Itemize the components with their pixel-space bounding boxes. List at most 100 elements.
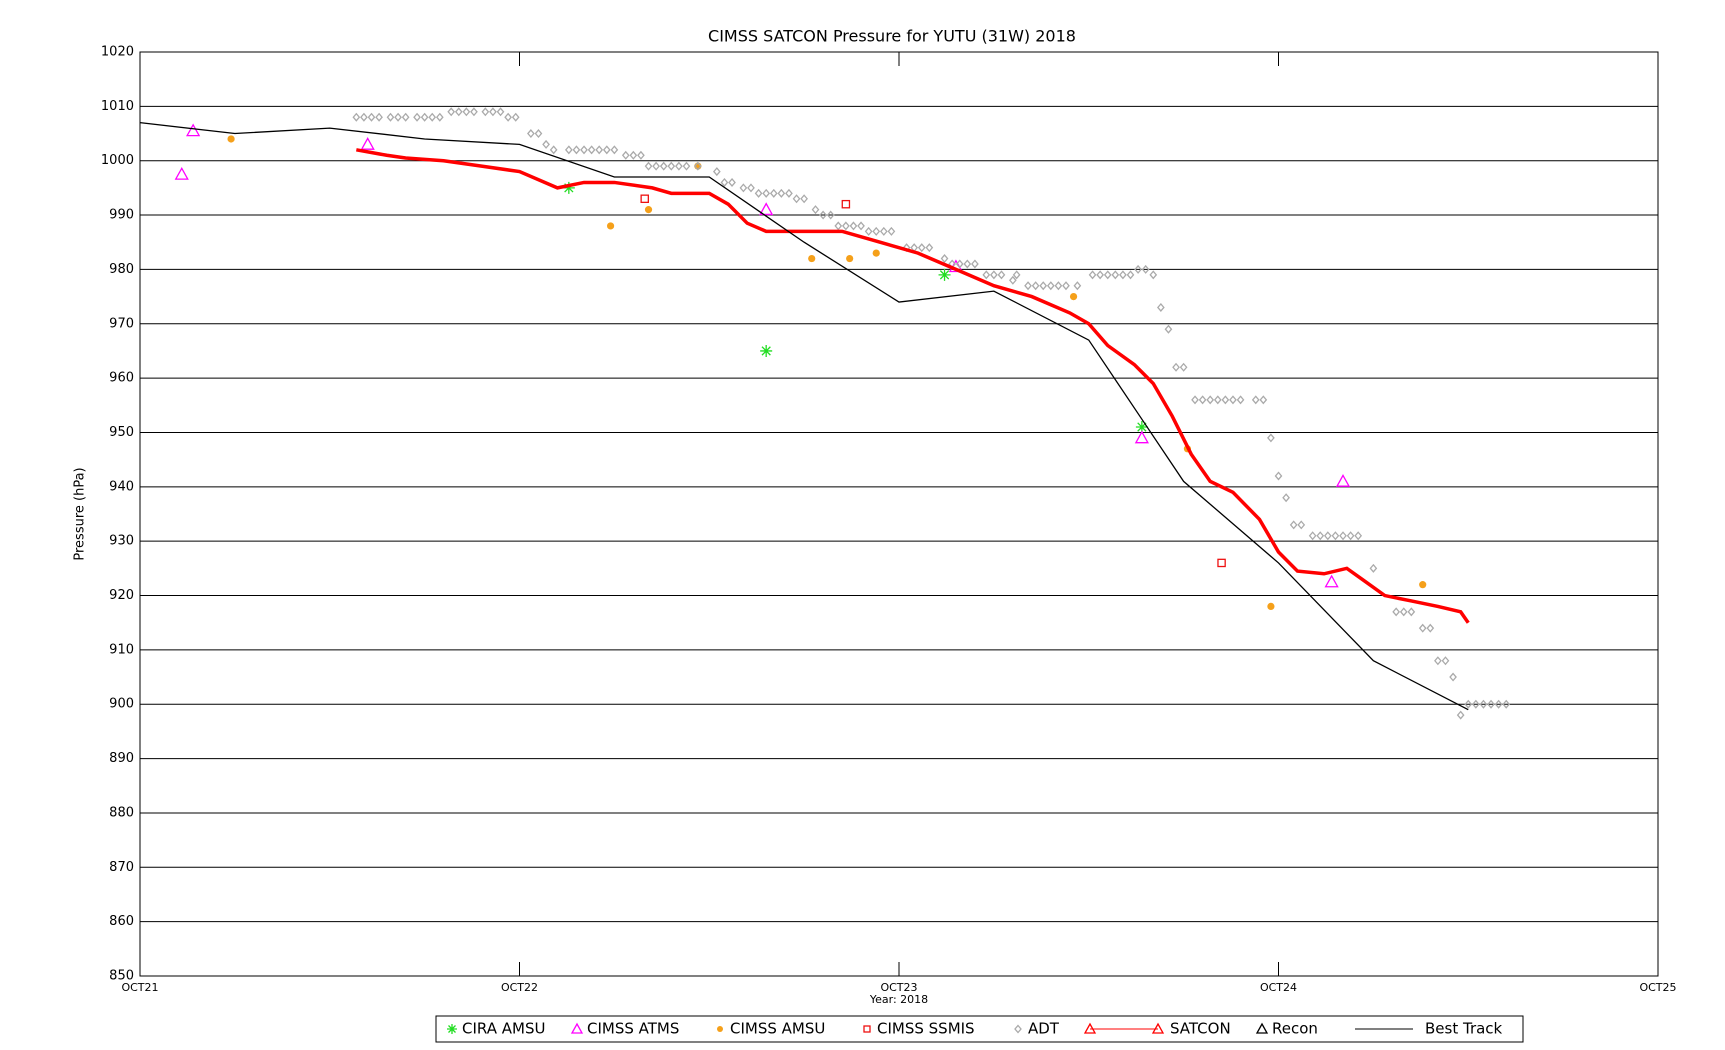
data-point bbox=[811, 205, 820, 215]
x-tick-label: OCT25 bbox=[1639, 981, 1676, 994]
data-point bbox=[659, 161, 668, 171]
data-point bbox=[352, 112, 361, 122]
y-tick-label: 920 bbox=[109, 588, 134, 603]
data-point bbox=[694, 161, 702, 171]
data-point bbox=[1487, 699, 1495, 709]
data-point bbox=[186, 123, 201, 137]
data-point bbox=[842, 221, 850, 231]
legend-marker bbox=[863, 1025, 871, 1033]
data-point bbox=[587, 145, 596, 155]
legend-marker bbox=[447, 1024, 457, 1034]
legend-marker bbox=[717, 1026, 723, 1032]
series-line bbox=[139, 122, 1469, 711]
data-point bbox=[982, 270, 991, 280]
data-point bbox=[1324, 574, 1339, 588]
legend-label: ADT bbox=[1028, 1020, 1060, 1038]
data-point bbox=[759, 202, 774, 216]
data-point bbox=[1062, 281, 1070, 291]
data-point bbox=[360, 112, 368, 122]
series-line bbox=[356, 148, 1470, 624]
data-point bbox=[621, 150, 630, 160]
data-point bbox=[1282, 493, 1290, 503]
legend-label: CIMSS ATMS bbox=[587, 1020, 679, 1038]
data-point bbox=[227, 135, 235, 143]
data-point bbox=[667, 161, 676, 171]
data-point bbox=[1399, 607, 1408, 617]
data-point bbox=[1149, 270, 1158, 280]
data-point bbox=[606, 222, 615, 230]
data-point bbox=[971, 259, 979, 269]
data-point bbox=[1274, 471, 1283, 481]
data-point bbox=[1024, 281, 1032, 291]
data-point bbox=[640, 194, 649, 204]
data-point bbox=[602, 145, 611, 155]
data-point bbox=[511, 112, 520, 122]
data-point bbox=[819, 210, 827, 220]
data-point bbox=[1103, 270, 1112, 280]
x-tick-label: OCT22 bbox=[501, 981, 538, 994]
legend-marker bbox=[1083, 1022, 1097, 1034]
data-point bbox=[1419, 581, 1427, 589]
data-point bbox=[644, 206, 653, 214]
data-point bbox=[447, 107, 456, 117]
data-point bbox=[454, 107, 463, 117]
data-point bbox=[401, 112, 410, 122]
legend-label: SATCON bbox=[1170, 1020, 1231, 1038]
data-point bbox=[1339, 531, 1347, 541]
data-point bbox=[375, 112, 383, 122]
data-point bbox=[1111, 270, 1120, 280]
data-point bbox=[644, 161, 653, 171]
data-point bbox=[1464, 699, 1473, 709]
data-point bbox=[1335, 474, 1351, 487]
data-point bbox=[1134, 430, 1149, 444]
data-point bbox=[849, 221, 858, 231]
data-point bbox=[629, 150, 638, 160]
data-point bbox=[1156, 302, 1165, 312]
data-point bbox=[496, 107, 505, 117]
data-point bbox=[777, 188, 786, 198]
y-tick-label: 940 bbox=[109, 479, 134, 494]
data-point bbox=[1297, 520, 1306, 530]
legend-marker bbox=[1255, 1022, 1269, 1034]
data-point bbox=[1012, 270, 1021, 280]
data-point bbox=[595, 145, 604, 155]
data-point bbox=[1217, 558, 1226, 568]
data-point bbox=[1096, 270, 1104, 280]
data-point bbox=[1126, 270, 1135, 280]
data-point bbox=[760, 344, 773, 357]
data-point bbox=[728, 177, 736, 187]
data-point bbox=[1054, 281, 1063, 291]
data-point bbox=[1008, 275, 1017, 285]
data-point bbox=[394, 112, 402, 122]
data-point bbox=[754, 188, 763, 198]
y-tick-label: 1000 bbox=[101, 153, 134, 168]
data-point bbox=[1407, 607, 1416, 617]
data-point bbox=[925, 243, 934, 253]
x-tick-label: OCT24 bbox=[1260, 981, 1297, 994]
data-point bbox=[174, 166, 189, 180]
data-point bbox=[1039, 281, 1048, 291]
y-tick-label: 990 bbox=[109, 208, 134, 223]
x-tick-label: OCT21 bbox=[121, 981, 158, 994]
data-point bbox=[841, 199, 851, 209]
data-point bbox=[1267, 602, 1275, 611]
y-tick-label: 880 bbox=[109, 805, 134, 820]
data-point bbox=[1369, 563, 1378, 573]
x-axis-label: Year: 2018 bbox=[869, 993, 928, 1006]
y-tick-label: 980 bbox=[109, 262, 134, 277]
data-point bbox=[990, 270, 998, 280]
data-point bbox=[1316, 531, 1325, 541]
data-point bbox=[1213, 395, 1222, 405]
data-point bbox=[1418, 623, 1427, 633]
data-point bbox=[1221, 395, 1230, 405]
data-point bbox=[549, 145, 558, 155]
data-point bbox=[938, 268, 951, 281]
data-point bbox=[1259, 395, 1268, 405]
legend-label: Best Track bbox=[1425, 1020, 1503, 1038]
data-point bbox=[1206, 395, 1215, 405]
data-point bbox=[1392, 607, 1401, 617]
data-point bbox=[1449, 672, 1457, 682]
data-point bbox=[834, 221, 843, 231]
y-tick-label: 970 bbox=[109, 316, 134, 331]
